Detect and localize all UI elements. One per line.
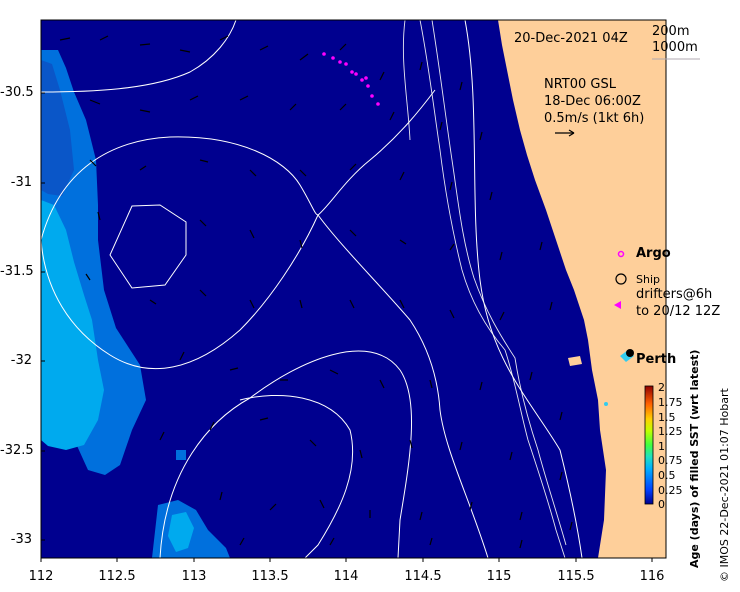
y-tick-label: -31.5 xyxy=(0,264,34,279)
drifters-legend-label: drifters@6h xyxy=(636,287,713,302)
x-tick-label: 116 xyxy=(639,569,665,584)
date-label: 20-Dec-2021 04Z xyxy=(514,31,628,46)
y-tick-label: -33 xyxy=(10,532,32,547)
argo-marker-icon xyxy=(617,250,625,258)
argo-legend-label: Argo xyxy=(636,246,671,261)
colorbar xyxy=(644,385,654,505)
x-tick-label: 114.5 xyxy=(404,569,442,584)
colorbar-tick: 1.5 xyxy=(658,411,676,424)
current-time-label: 18-Dec 06:00Z xyxy=(544,94,641,109)
y-tick-label: -30.5 xyxy=(0,85,34,100)
ssh-contours xyxy=(41,20,583,558)
x-tick-label: 113.5 xyxy=(251,569,289,584)
ship-marker-icon xyxy=(615,273,627,285)
sst-age-patches xyxy=(41,50,230,558)
plot-frame xyxy=(40,19,667,559)
axis-ticks xyxy=(40,92,653,562)
y-tick-label: -32 xyxy=(10,353,32,368)
drifters-legend-label-2: to 20/12 12Z xyxy=(636,304,721,319)
drifter-trail xyxy=(322,52,380,106)
x-tick-label: 113 xyxy=(181,569,207,584)
drifter-marker-icon xyxy=(614,301,621,309)
current-scale-label: 0.5m/s (1kt 6h) xyxy=(544,111,645,126)
colorbar-title: Age (days) of filled SST (wrt latest) xyxy=(688,349,701,568)
bathymetry-contours xyxy=(402,20,567,558)
contour-200m-label: 200m xyxy=(652,24,690,39)
x-tick-label: 115 xyxy=(486,569,512,584)
x-tick-label: 112.5 xyxy=(98,569,136,584)
land-area xyxy=(498,20,666,558)
current-model-label: NRT00 GSL xyxy=(544,77,616,92)
contour-1000m-label: 1000m xyxy=(652,40,698,55)
colorbar-tick: 1 xyxy=(658,440,665,453)
y-tick-label: -31 xyxy=(10,175,32,190)
colorbar-tick: 1.25 xyxy=(658,425,683,438)
y-tick-label: -32.5 xyxy=(0,443,34,458)
colorbar-tick: 2 xyxy=(658,381,665,394)
x-tick-label: 114 xyxy=(333,569,359,584)
current-scale-arrow xyxy=(555,129,575,137)
x-tick-label: 112 xyxy=(28,569,54,584)
colorbar-tick: 0.5 xyxy=(658,469,676,482)
x-tick-label: 115.5 xyxy=(557,569,595,584)
ship-legend-label: Ship xyxy=(636,273,660,286)
perth-label: Perth xyxy=(636,352,677,367)
perth-marker-icon xyxy=(626,349,634,357)
credit-label: © IMOS 22-Dec-2021 01:07 Hobart xyxy=(718,388,731,582)
colorbar-tick: 0.75 xyxy=(658,454,683,467)
colorbar-tick: 1.75 xyxy=(658,396,683,409)
colorbar-tick: 0 xyxy=(658,498,665,511)
current-vectors xyxy=(59,35,573,549)
colorbar-tick: 0.25 xyxy=(658,484,683,497)
